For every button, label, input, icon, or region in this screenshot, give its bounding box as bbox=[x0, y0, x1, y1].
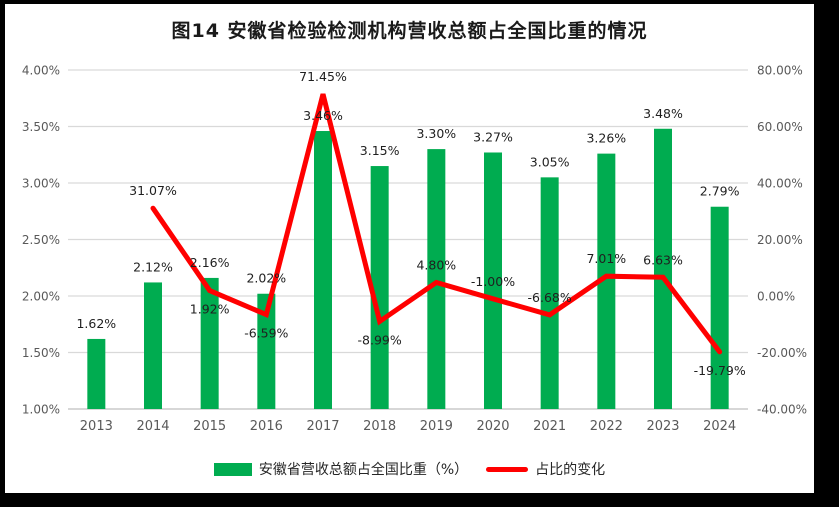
left-axis-tick-label: 3.00% bbox=[22, 177, 60, 191]
bar-2024 bbox=[710, 206, 729, 409]
bar-2020 bbox=[484, 152, 502, 410]
x-axis-label-2017: 2017 bbox=[306, 419, 339, 434]
line-label-2023: 6.63% bbox=[643, 252, 683, 267]
bar-2016 bbox=[257, 293, 276, 409]
x-axis-label-2023: 2023 bbox=[646, 419, 679, 434]
line-label-2017: 71.45% bbox=[299, 69, 347, 84]
bar-label-2019: 3.30% bbox=[416, 126, 456, 141]
x-axis-label-2018: 2018 bbox=[363, 419, 396, 434]
x-axis-label-2013: 2013 bbox=[80, 419, 113, 434]
x-axis-label-2015: 2015 bbox=[193, 419, 226, 434]
bar-label-2024: 2.79% bbox=[700, 184, 740, 199]
line-label-2021: -6.68% bbox=[528, 290, 572, 305]
x-axis-label-2014: 2014 bbox=[136, 419, 169, 434]
right-axis-tick-label: 20.00% bbox=[757, 233, 803, 247]
chart-legend: 安徽省营收总额占全国比重（%） 占比的变化 bbox=[5, 459, 814, 479]
legend-item-bar-series: 安徽省营收总额占全国比重（%） bbox=[213, 459, 469, 479]
line-label-2022: 7.01% bbox=[586, 251, 626, 266]
bar-label-2020: 3.27% bbox=[473, 129, 513, 144]
line-label-2018: -8.99% bbox=[358, 332, 402, 347]
left-axis-tick-label: 3.50% bbox=[22, 120, 60, 134]
legend-label-line-series: 占比的变化 bbox=[535, 462, 606, 478]
right-axis-tick-label: 60.00% bbox=[757, 120, 803, 134]
line-label-2024: -19.79% bbox=[694, 363, 746, 378]
bar-2021 bbox=[540, 177, 559, 409]
x-axis-label-2024: 2024 bbox=[703, 419, 736, 434]
left-axis-tick-label: 2.00% bbox=[22, 290, 60, 304]
line-label-2019: 4.80% bbox=[416, 257, 456, 272]
right-axis-tick-label: 40.00% bbox=[757, 177, 803, 191]
line-label-2016: -6.59% bbox=[244, 326, 288, 341]
bar-2022 bbox=[597, 153, 616, 409]
bar-2017 bbox=[314, 131, 332, 409]
line-series bbox=[150, 93, 723, 355]
bar-label-2022: 3.26% bbox=[586, 131, 626, 146]
left-axis-tick-label: 2.50% bbox=[22, 233, 60, 247]
chart-canvas bbox=[5, 4, 814, 493]
chart-title: 图14 安徽省检验检测机构营收总额占全国比重的情况 bbox=[171, 20, 648, 42]
bar-label-2018: 3.15% bbox=[360, 143, 400, 158]
bar-label-2021: 3.05% bbox=[530, 154, 570, 169]
bar-label-2014: 2.12% bbox=[133, 259, 173, 274]
bar-label-2023: 3.48% bbox=[643, 106, 683, 121]
right-axis-tick-label: 80.00% bbox=[757, 64, 803, 78]
bar-series-swatch bbox=[213, 462, 252, 476]
bar-2018 bbox=[370, 166, 389, 409]
bar-2014 bbox=[144, 282, 162, 409]
line-label-2014: 31.07% bbox=[129, 183, 177, 198]
x-axis-label-2016: 2016 bbox=[250, 419, 283, 434]
left-axis-tick-label: 4.00% bbox=[22, 64, 60, 78]
right-axis-tick-label: -20.00% bbox=[757, 346, 807, 360]
x-axis-label-2022: 2022 bbox=[590, 419, 623, 434]
bar-label-2013: 1.62% bbox=[76, 316, 116, 331]
bar-label-2017: 3.46% bbox=[303, 108, 343, 123]
right-axis-tick-label: 0.00% bbox=[757, 290, 795, 304]
line-label-2015: 1.92% bbox=[190, 302, 230, 317]
line-series-swatch bbox=[486, 466, 529, 472]
bar-2023 bbox=[654, 128, 672, 409]
x-axis-label-2019: 2019 bbox=[420, 419, 453, 434]
left-axis-tick-label: 1.50% bbox=[22, 346, 60, 360]
left-axis-tick-label: 1.00% bbox=[22, 403, 60, 417]
legend-label-bar-series: 安徽省营收总额占全国比重（%） bbox=[258, 462, 469, 478]
bar-label-2015: 2.16% bbox=[190, 255, 230, 270]
x-axis-label-2021: 2021 bbox=[533, 419, 566, 434]
right-axis-tick-label: -40.00% bbox=[757, 403, 807, 417]
bar-2015 bbox=[200, 277, 219, 409]
bar-label-2016: 2.02% bbox=[246, 271, 286, 286]
x-axis-label-2020: 2020 bbox=[476, 419, 509, 434]
bar-2013 bbox=[87, 338, 106, 409]
legend-item-line-series: 占比的变化 bbox=[486, 459, 605, 479]
line-label-2020: -1.00% bbox=[471, 274, 515, 289]
bar-2019 bbox=[427, 149, 446, 409]
